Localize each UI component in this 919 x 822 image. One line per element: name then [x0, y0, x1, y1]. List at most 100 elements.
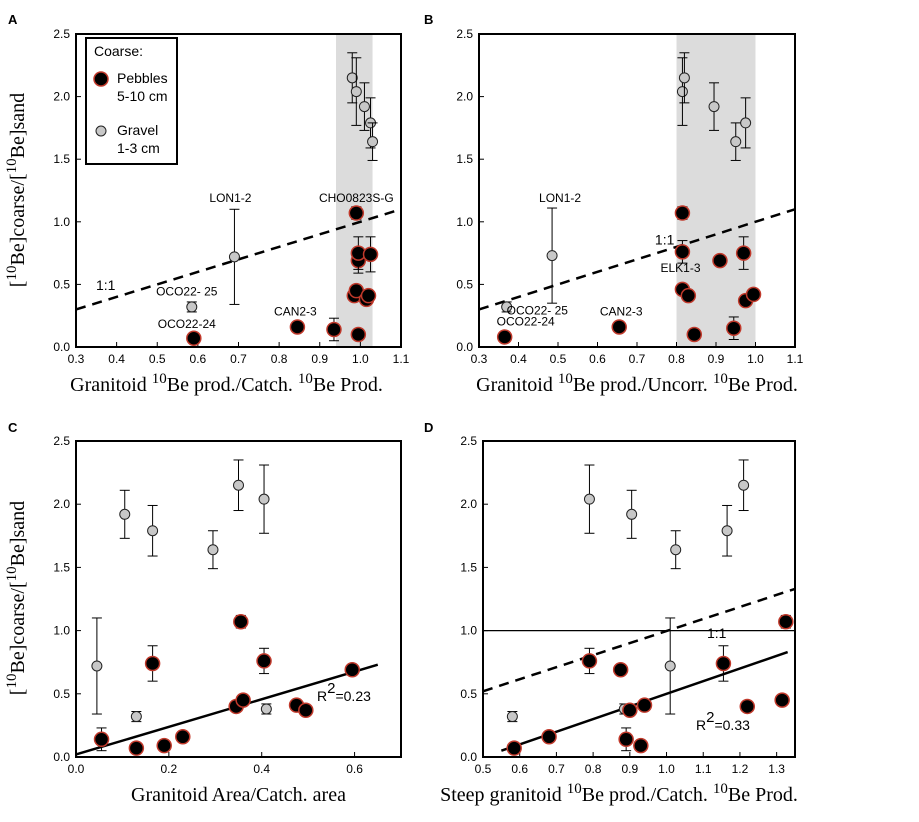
pebble-point [128, 740, 145, 756]
pebble-point [289, 319, 306, 335]
panel-letter: C [8, 420, 18, 435]
xlabel-part: Be Prod. [728, 784, 798, 806]
xlabel-sup: 10 [558, 371, 573, 387]
pebble-point [674, 205, 691, 221]
x-axis-label: Steep granitoid 10Be prod./Catch. 10Be P… [440, 781, 798, 806]
pebble-point [506, 740, 522, 756]
sample-label: OCO22- 25 [156, 285, 218, 299]
pebble-point [735, 245, 752, 261]
pebble-point [326, 321, 342, 338]
pebble-point [233, 614, 249, 630]
pebble-point [612, 662, 629, 678]
pebble-point [348, 205, 365, 221]
gravel-point [147, 525, 159, 537]
y-tick-label: 0.0 [460, 750, 477, 764]
r2-r: R [317, 688, 327, 704]
y-tick-label: 0.0 [456, 340, 473, 354]
sample-label: LON1-2 [209, 191, 251, 205]
gravel-point [501, 301, 513, 313]
y-tick-label: 2.0 [53, 90, 70, 104]
pebble-point [618, 731, 634, 748]
ylabel-sup: 10 [4, 566, 20, 581]
panel-d: 0.5 0.6 0.7 0.8 0.9 1.0 1.1 1.2 1.30.00.51.01.52… [424, 420, 798, 806]
x-tick-label: 0.9 [311, 352, 328, 366]
ylabel-part: Be]coarse/[ [7, 581, 29, 673]
legend-gravel-marker [95, 125, 107, 137]
legend: Coarse: Pebbles 5-10 cm Gravel 1-3 cm [85, 37, 178, 165]
axes-frame [75, 440, 402, 758]
xlabel-part: Granitoid [476, 374, 558, 396]
sample-label: OCO22-24 [158, 317, 216, 331]
y-tick-label: 2.5 [456, 27, 473, 41]
pebble-point [611, 319, 627, 335]
y-tick-label: 2.5 [53, 27, 70, 41]
panel-c: 0.0 0.2 0.4 0.6 0.0 0.5 1.0 1.5 2.0 2.5 C R2=0.23 Gr… [8, 420, 402, 806]
y-tick-label: 0.0 [53, 340, 70, 354]
x-tick-label: 1.1 [787, 352, 804, 366]
gravel-point [207, 544, 219, 556]
pebble-point [715, 655, 732, 672]
y-tick-label: 0.5 [460, 687, 477, 701]
gravel-point [546, 250, 558, 262]
x-tick-label: 0.5 [550, 352, 567, 366]
x-tick-label: 0.4 [108, 352, 125, 366]
x-tick-label: 0.7 [629, 352, 646, 366]
ylabel-part: Be]coarse/[ [7, 173, 29, 265]
x-tick-label: 0.7 [230, 352, 247, 366]
ylabel-part: [ [7, 281, 29, 288]
sample-label: OCO22-24 [497, 315, 555, 329]
pebble-point [633, 737, 649, 754]
xlabel-part: Granitoid Area/Catch. area [131, 784, 346, 806]
sample-label: ELK1-3 [660, 261, 700, 275]
sample-label: CAN2-3 [274, 305, 317, 319]
gravel-point [670, 544, 682, 556]
pebble-point [156, 737, 172, 754]
one-to-one-line [482, 587, 796, 693]
gravel-point [730, 136, 742, 148]
x-tick-label: 0.9 [621, 762, 638, 776]
x-axis-label: Granitoid Area/Catch. area [131, 784, 346, 806]
y-tick-label: 1.0 [456, 215, 473, 229]
gravel-point [738, 479, 750, 491]
xlabel-sup: 10 [152, 371, 167, 387]
one-to-one-label: 1:1 [655, 231, 675, 247]
r2-r: R [696, 717, 706, 733]
xlabel-part: Be prod./Catch. [582, 784, 713, 806]
pebble-point [712, 252, 728, 269]
pebble-point [93, 731, 110, 748]
x-tick-label: 1.1 [695, 762, 712, 776]
x-tick-label: 1.0 [658, 762, 675, 776]
pebble-point [680, 287, 697, 304]
y-tick-label: 0.0 [53, 750, 70, 764]
y-axis-label: [10Be]coarse/[10Be]sand [4, 93, 29, 287]
pebble-point [362, 246, 379, 263]
pebble-point [350, 326, 367, 343]
pebble-point [774, 692, 790, 708]
gravel-point [583, 493, 595, 505]
xlabel-part: Steep granitoid [440, 784, 567, 806]
pebble-point [581, 653, 598, 669]
gravel-point [119, 508, 131, 520]
x-axis-label: Granitoid 10Be prod./Uncorr. 10Be Prod. [476, 371, 798, 396]
r2-val: =0.23 [335, 688, 371, 704]
gravel-point [346, 72, 358, 84]
pebble-point [622, 702, 638, 718]
y-axis-label: [10Be]coarse/[10Be]sand [4, 501, 29, 695]
x-tick-label: 0.2 [161, 762, 178, 776]
pebble-point [636, 697, 653, 713]
legend-pebble-marker [93, 71, 109, 87]
pebble-point [360, 287, 377, 304]
y-tick-label: 0.5 [53, 687, 70, 701]
x-tick-label: 0.9 [708, 352, 725, 366]
gravel-point [130, 711, 142, 723]
panel-a: 0.3 0.4 0.5 0.6 0.7 0.8 0.9 1.0 1.1 0.0 0.5 1.0 1.5 2… [8, 12, 410, 396]
pebble-point [778, 614, 794, 630]
x-tick-label: 1.2 [732, 762, 749, 776]
xlabel-sup: 10 [567, 781, 582, 797]
r2-exp: 2 [706, 709, 714, 726]
x-tick-label: 1.0 [747, 352, 764, 366]
gravel-point [506, 711, 518, 723]
gravel-point [358, 101, 370, 113]
y-tick-label: 1.5 [53, 560, 70, 574]
